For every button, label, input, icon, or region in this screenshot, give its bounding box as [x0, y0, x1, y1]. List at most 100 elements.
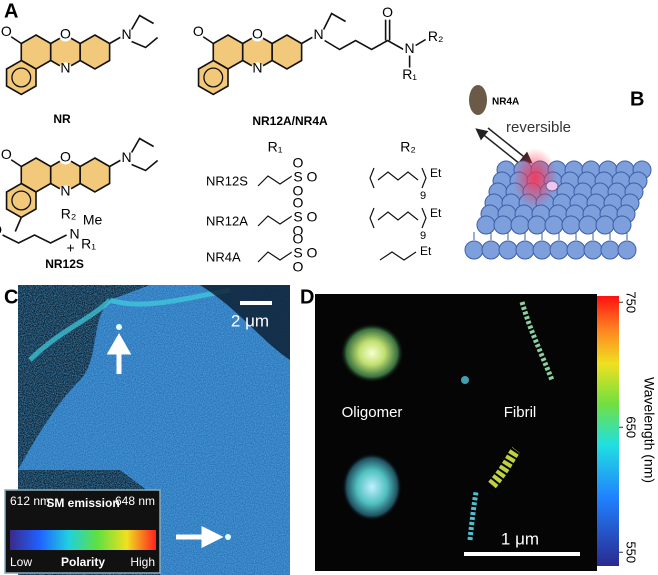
- bond: [324, 39, 405, 51]
- ring: [79, 157, 111, 193]
- atom-label: N: [122, 149, 132, 165]
- lipid-head: [527, 215, 547, 235]
- compound-name: NR: [53, 112, 71, 126]
- atom-bg: [191, 26, 205, 39]
- arrow: [475, 128, 521, 165]
- lipid-head: [515, 240, 535, 260]
- atom-label: O: [1, 23, 12, 39]
- bond: [8, 34, 22, 45]
- panel-a: AOONNNROONNONR₂R₁NR12A/NR4AOONNONR₂MeR₁+…: [0, 0, 443, 275]
- atom-label: S: [293, 169, 302, 185]
- panel-b: B NR4A reversible: [464, 85, 652, 260]
- atom-label: N: [60, 60, 70, 76]
- bond: [2, 234, 67, 244]
- row-name: NR12A: [206, 213, 248, 228]
- pointer: [176, 525, 224, 549]
- colorbar-label: Wavelength (nm): [641, 377, 657, 483]
- bond: [421, 167, 427, 189]
- atom-bg: [291, 185, 305, 199]
- atom-bg: [403, 69, 417, 82]
- atom-bg: [291, 197, 305, 211]
- atom-label: S: [293, 209, 302, 225]
- atom-label: O: [293, 231, 304, 247]
- lipid-head: [561, 215, 581, 235]
- atom-bg: [291, 233, 305, 247]
- atom-label: O: [193, 23, 204, 39]
- atom-bg: [58, 151, 72, 165]
- atom-bg: [120, 29, 134, 42]
- row-name: NR4A: [206, 249, 241, 264]
- bond: [257, 175, 293, 187]
- lipid-head: [532, 240, 552, 260]
- lipid-head: [481, 240, 501, 260]
- ring: [271, 34, 303, 70]
- lipid-head: [600, 240, 620, 260]
- atom-bg: [381, 7, 395, 20]
- subscript: 9: [420, 190, 426, 202]
- ring: [5, 182, 37, 219]
- aromatic: [11, 190, 32, 211]
- panel-d: D Oligomer Fibril 1 μm 750 650 550 Wavelength (…: [300, 286, 657, 571]
- colorbar: [597, 296, 619, 566]
- oligomer-blob: [342, 453, 402, 521]
- atom-bg: [86, 214, 100, 228]
- probe-label: NR4A: [492, 97, 519, 108]
- bond: [369, 207, 375, 229]
- lipid-head: [464, 240, 484, 260]
- bond: [8, 157, 22, 168]
- bond: [421, 207, 427, 229]
- bond: [257, 251, 293, 263]
- bond: [14, 217, 23, 232]
- legend-max: 648 nm: [115, 494, 155, 508]
- atom-bg: [250, 28, 264, 42]
- atom-bg: [305, 171, 319, 185]
- atom-bg: [291, 171, 305, 185]
- molecule: [116, 324, 122, 330]
- lipid-head: [617, 240, 637, 260]
- aromatic: [11, 67, 32, 88]
- chain-end: Et: [420, 244, 432, 258]
- bond: [322, 12, 347, 30]
- atom-bg: [64, 242, 78, 256]
- atom-bg: [68, 228, 82, 242]
- oligomer-label: Oligomer: [342, 404, 403, 421]
- atom-bg: [250, 62, 264, 76]
- atom-label: O: [293, 259, 304, 275]
- bond: [131, 36, 159, 49]
- atom-label: O: [307, 245, 318, 261]
- atom-label: O: [60, 26, 71, 42]
- compound-name: NR12A/NR4A: [252, 114, 328, 128]
- bond: [369, 167, 375, 189]
- legend-min: 612 nm: [10, 494, 50, 508]
- table-header: R₂: [400, 139, 416, 155]
- atom-bg: [429, 31, 443, 44]
- atom-bg: [291, 247, 305, 261]
- fibril-label: Fibril: [504, 404, 537, 421]
- bond: [130, 14, 155, 30]
- chain-end: Et: [430, 166, 442, 180]
- atom-bg: [0, 149, 13, 162]
- atom-label: S: [293, 245, 302, 261]
- bond: [379, 251, 417, 261]
- atom-bg: [82, 238, 96, 252]
- atom-bg: [291, 261, 305, 275]
- fibril: [488, 446, 521, 489]
- atom-label: N: [60, 183, 70, 199]
- legend-low: Low: [10, 555, 32, 569]
- lipid-head: [510, 215, 530, 235]
- atom-label: O: [307, 209, 318, 225]
- lipid-head: [476, 215, 496, 235]
- atom-label: Me: [83, 212, 103, 228]
- atom-label: N: [252, 60, 262, 76]
- atom-label: N: [122, 26, 132, 42]
- bond: [131, 159, 159, 172]
- fibril: [467, 491, 479, 541]
- colorbar-tick-label: 750: [624, 291, 639, 313]
- lipid-head: [566, 240, 586, 260]
- lipid-head: [544, 215, 564, 235]
- atom-bg: [120, 152, 134, 165]
